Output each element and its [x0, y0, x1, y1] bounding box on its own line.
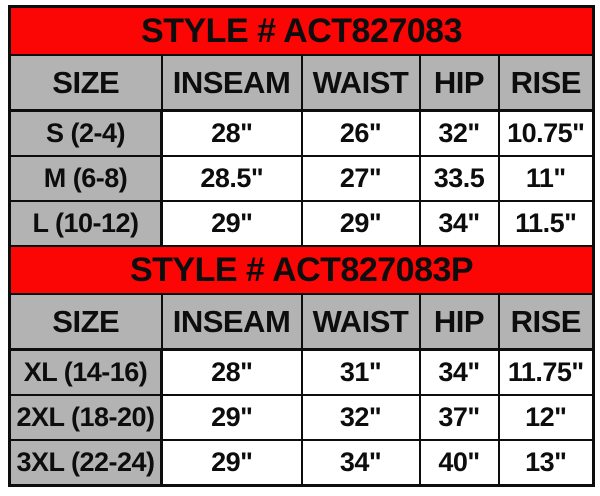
- col-header-rise: RISE: [497, 293, 595, 351]
- col-header-hip: HIP: [418, 293, 500, 351]
- style-banner-row: STYLE # ACT827083: [8, 5, 595, 56]
- inseam-cell: 28": [160, 109, 303, 157]
- col-header-inseam: INSEAM: [160, 54, 303, 112]
- size-cell: S (2-4): [8, 109, 163, 157]
- inseam-cell: 29": [160, 439, 303, 487]
- column-header-row: SIZE INSEAM WAIST HIP RISE: [8, 54, 595, 112]
- col-header-waist: WAIST: [300, 293, 421, 351]
- hip-cell: 33.5: [418, 155, 500, 202]
- inseam-cell: 29": [160, 200, 303, 247]
- inseam-cell: 29": [160, 394, 303, 441]
- size-cell: 2XL (18-20): [8, 394, 163, 441]
- size-cell: XL (14-16): [8, 348, 163, 396]
- inseam-cell: 28": [160, 348, 303, 396]
- waist-cell: 34": [300, 439, 421, 487]
- size-cell: 3XL (22-24): [8, 439, 163, 487]
- table-row: XL (14-16) 28" 31" 34" 11.75": [8, 348, 595, 396]
- col-header-waist: WAIST: [300, 54, 421, 112]
- col-header-size: SIZE: [8, 54, 163, 112]
- inseam-cell: 28.5": [160, 155, 303, 202]
- table-row: M (6-8) 28.5" 27" 33.5 11": [8, 155, 595, 202]
- waist-cell: 29": [300, 200, 421, 247]
- rise-cell: 13": [497, 439, 595, 487]
- style-banner: STYLE # ACT827083: [8, 5, 595, 56]
- rise-cell: 11": [497, 155, 595, 202]
- size-cell: L (10-12): [8, 200, 163, 247]
- rise-cell: 12": [497, 394, 595, 441]
- column-header-row: SIZE INSEAM WAIST HIP RISE: [8, 293, 595, 351]
- col-header-inseam: INSEAM: [160, 293, 303, 351]
- size-cell: M (6-8): [8, 155, 163, 202]
- col-header-size: SIZE: [8, 293, 163, 351]
- col-header-rise: RISE: [497, 54, 595, 112]
- hip-cell: 32": [418, 109, 500, 157]
- hip-cell: 40": [418, 439, 500, 487]
- table-row: 3XL (22-24) 29" 34" 40" 13": [8, 439, 595, 487]
- size-chart-table: STYLE # ACT827083 SIZE INSEAM WAIST HIP …: [8, 5, 596, 487]
- style-banner: STYLE # ACT827083P: [8, 245, 595, 295]
- waist-cell: 32": [300, 394, 421, 441]
- hip-cell: 37": [418, 394, 500, 441]
- hip-cell: 34": [418, 200, 500, 247]
- waist-cell: 31": [300, 348, 421, 396]
- table-row: L (10-12) 29" 29" 34" 11.5": [8, 200, 595, 247]
- waist-cell: 26": [300, 109, 421, 157]
- rise-cell: 11.75": [497, 348, 595, 396]
- table-row: S (2-4) 28" 26" 32" 10.75": [8, 109, 595, 157]
- style-banner-row: STYLE # ACT827083P: [8, 245, 595, 295]
- hip-cell: 34": [418, 348, 500, 396]
- col-header-hip: HIP: [418, 54, 500, 112]
- rise-cell: 10.75": [497, 109, 595, 157]
- table-row: 2XL (18-20) 29" 32" 37" 12": [8, 394, 595, 441]
- waist-cell: 27": [300, 155, 421, 202]
- rise-cell: 11.5": [497, 200, 595, 247]
